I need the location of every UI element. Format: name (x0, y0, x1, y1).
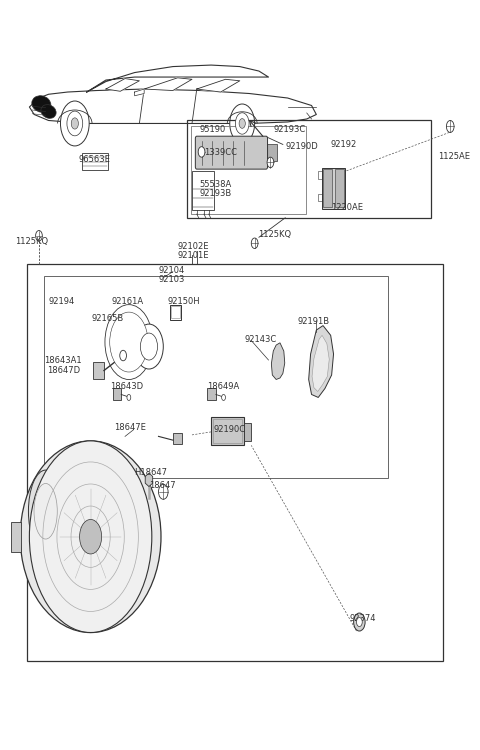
Text: 92150H: 92150H (167, 297, 200, 306)
Bar (211, 417, 244, 446)
Bar (244, 423, 252, 441)
Bar (336, 170, 344, 207)
Text: 92194: 92194 (48, 297, 75, 306)
Circle shape (71, 118, 78, 129)
Circle shape (354, 613, 365, 631)
Text: 92104: 92104 (158, 266, 185, 274)
Bar (85, 449, 96, 461)
Text: 92374: 92374 (350, 614, 376, 622)
Polygon shape (312, 335, 329, 392)
Bar (27, 264, 443, 661)
Text: 92193B: 92193B (199, 189, 231, 198)
Circle shape (140, 333, 157, 360)
Bar (191, 126, 306, 214)
Bar (173, 433, 182, 444)
Bar (82, 154, 108, 170)
Circle shape (267, 158, 274, 168)
Text: 92143C: 92143C (245, 334, 277, 344)
Ellipse shape (28, 470, 63, 553)
Circle shape (252, 238, 258, 248)
Circle shape (36, 230, 42, 241)
Bar (170, 304, 181, 320)
Polygon shape (87, 65, 268, 92)
Text: 92102E: 92102E (178, 242, 209, 250)
Text: 18647E: 18647E (115, 423, 146, 432)
Circle shape (105, 304, 153, 380)
Bar (323, 170, 332, 207)
Text: 92161A: 92161A (112, 297, 144, 306)
Polygon shape (134, 89, 144, 96)
Text: 1339CC: 1339CC (204, 148, 237, 158)
Bar (187, 121, 431, 218)
Circle shape (67, 111, 83, 136)
Circle shape (127, 394, 131, 400)
Text: 18649A: 18649A (207, 382, 240, 392)
Text: 96563E: 96563E (78, 155, 110, 164)
Polygon shape (29, 89, 316, 124)
Bar (192, 172, 214, 210)
Text: H18647: H18647 (133, 468, 167, 477)
Circle shape (158, 484, 168, 500)
Bar (322, 168, 345, 208)
Text: 92190D: 92190D (285, 142, 318, 152)
Text: 92191B: 92191B (297, 316, 329, 326)
Circle shape (111, 314, 147, 370)
Circle shape (239, 118, 245, 128)
Bar (85, 612, 96, 624)
Text: 92192: 92192 (331, 140, 357, 149)
Circle shape (134, 324, 163, 369)
Ellipse shape (20, 441, 161, 632)
Bar (207, 388, 216, 400)
Circle shape (198, 147, 205, 158)
Circle shape (222, 394, 226, 400)
Text: 18647: 18647 (149, 482, 176, 490)
Bar (113, 388, 121, 400)
Ellipse shape (41, 104, 56, 118)
FancyBboxPatch shape (195, 136, 267, 170)
Bar (318, 172, 322, 178)
Bar (266, 145, 276, 161)
Text: 18643D: 18643D (110, 382, 143, 392)
Text: 55538A: 55538A (199, 180, 231, 189)
Polygon shape (106, 79, 139, 92)
Circle shape (110, 312, 148, 372)
Bar (318, 194, 322, 201)
Text: 1125KQ: 1125KQ (258, 230, 291, 238)
Text: 92190C: 92190C (213, 425, 245, 434)
Bar (171, 306, 180, 318)
Text: 92165B: 92165B (92, 314, 124, 323)
Circle shape (117, 322, 141, 362)
Polygon shape (145, 473, 153, 487)
Text: 92103: 92103 (158, 274, 185, 284)
Polygon shape (309, 326, 334, 398)
Bar (11, 522, 21, 552)
Text: 95190: 95190 (199, 125, 226, 134)
Bar (213, 419, 242, 443)
Polygon shape (144, 78, 192, 91)
Bar (44, 276, 388, 478)
Circle shape (446, 121, 454, 133)
Text: 92193C: 92193C (273, 125, 306, 134)
Bar (94, 362, 104, 380)
Circle shape (80, 520, 102, 554)
Polygon shape (271, 343, 285, 380)
Text: 1125KQ: 1125KQ (15, 237, 48, 246)
Circle shape (235, 112, 249, 134)
Circle shape (230, 104, 254, 143)
Circle shape (357, 617, 362, 626)
Text: 1220AE: 1220AE (331, 202, 363, 211)
Ellipse shape (32, 96, 51, 112)
Text: 18647D: 18647D (48, 366, 81, 375)
Text: 18643A1: 18643A1 (44, 356, 82, 364)
Circle shape (29, 441, 152, 632)
Circle shape (60, 101, 89, 146)
Text: 1125AE: 1125AE (438, 152, 470, 161)
Text: 92101E: 92101E (178, 251, 209, 260)
Polygon shape (197, 80, 240, 92)
Circle shape (120, 350, 126, 361)
Ellipse shape (34, 484, 57, 539)
